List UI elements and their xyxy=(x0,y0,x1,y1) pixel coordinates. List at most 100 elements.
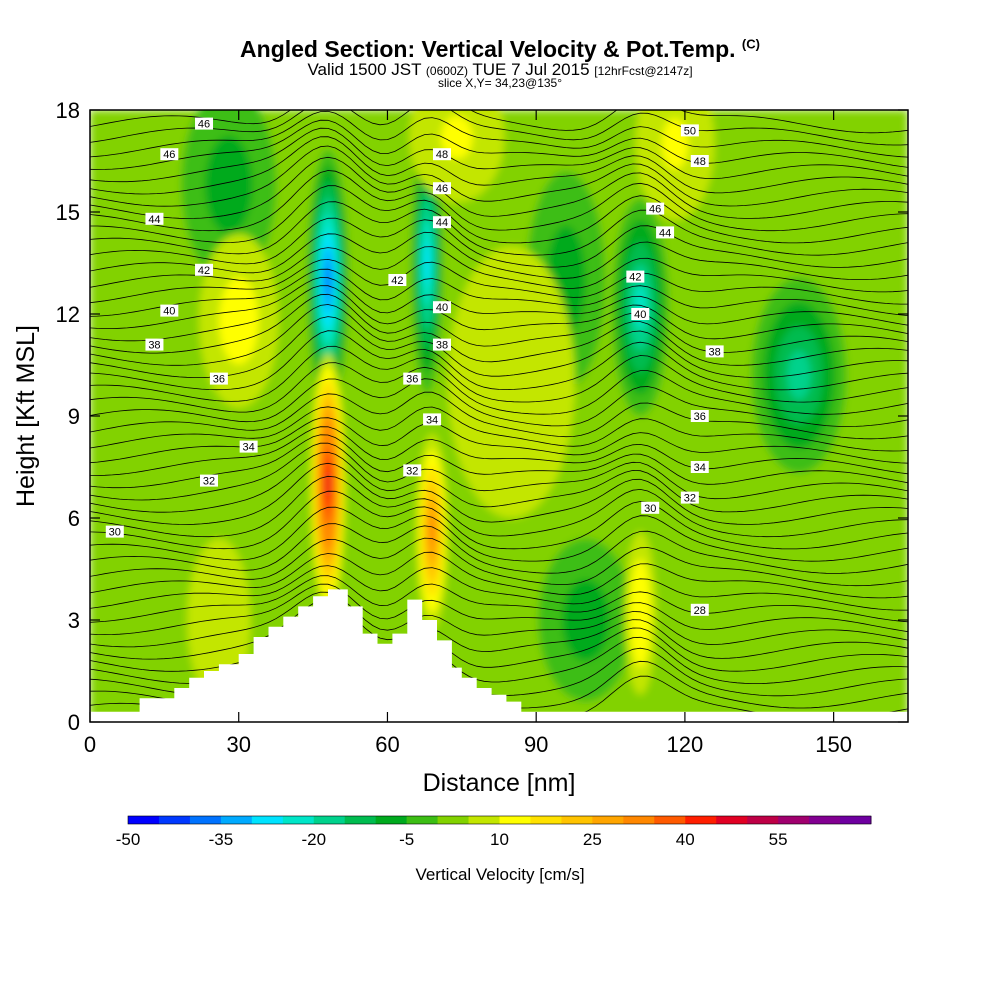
contour-label-text: 40 xyxy=(436,302,448,314)
isentrope-line xyxy=(90,506,908,562)
isentrope-line xyxy=(90,462,908,525)
contour-label: 46 xyxy=(195,117,214,131)
colorbar-swatch xyxy=(344,816,377,824)
contour-label-text: 32 xyxy=(684,493,696,505)
isentrope-line xyxy=(90,110,908,134)
contour-label-text: 42 xyxy=(391,275,403,287)
contour-label: 30 xyxy=(105,525,124,539)
y-tick-label: 9 xyxy=(68,404,80,429)
isentrope-line xyxy=(90,442,908,501)
isentrope-line xyxy=(90,110,908,158)
isentrope-line xyxy=(90,345,908,403)
colorbar-label: Vertical Velocity [cm/s] xyxy=(415,865,584,884)
contour-label: 46 xyxy=(646,202,665,216)
downdraft-cell-3 xyxy=(787,350,811,400)
contour-label: 40 xyxy=(631,308,650,321)
valid-utc: (0600Z) xyxy=(425,64,468,78)
colorbar-swatch xyxy=(220,816,253,824)
potential-temperature-contours xyxy=(90,110,908,721)
isentrope-line xyxy=(90,565,908,611)
contour-label-text: 44 xyxy=(148,214,160,226)
isentrope-line xyxy=(90,170,908,232)
contour-label: 36 xyxy=(690,410,709,423)
y-tick-label: 18 xyxy=(56,98,80,123)
isentrope-line xyxy=(90,417,908,464)
contour-label-text: 38 xyxy=(436,340,448,352)
colorbar-swatch xyxy=(747,816,779,824)
contour-label-text: 46 xyxy=(436,183,448,195)
contour-label-text: 48 xyxy=(436,149,448,161)
isentrope-line xyxy=(90,406,908,452)
isentrope-line xyxy=(90,537,908,587)
contour-label-text: 38 xyxy=(148,340,160,352)
isentrope-line xyxy=(90,110,908,146)
y-tick-label: 12 xyxy=(56,302,80,327)
isentrope-line xyxy=(90,434,908,489)
updraft-cell-0 xyxy=(326,470,330,498)
contour-label-text: 36 xyxy=(406,374,418,386)
updraft-cell-1 xyxy=(429,515,435,548)
isentrope-line xyxy=(90,127,908,183)
contour-label-text: 30 xyxy=(644,503,656,515)
updraft-cell-2 xyxy=(635,586,646,641)
contour-label: 48 xyxy=(690,155,709,168)
isentrope-line xyxy=(90,268,908,317)
colorbar-swatch xyxy=(530,816,562,824)
colorbar-swatch xyxy=(499,816,531,824)
colorbar-tick-label: -35 xyxy=(209,830,234,849)
contour-label: 48 xyxy=(432,148,451,161)
isentrope-line xyxy=(90,426,908,476)
terrain xyxy=(90,589,908,722)
contour-label: 30 xyxy=(641,501,660,515)
chart-subtitle: Valid 1500 JST (0600Z) TUE 7 Jul 2015 [1… xyxy=(0,60,1000,80)
contour-label: 32 xyxy=(680,491,699,505)
contour-label-text: 34 xyxy=(694,462,706,474)
x-tick-label: 120 xyxy=(667,732,704,757)
contour-label-text: 48 xyxy=(694,156,706,168)
isentrope-line xyxy=(90,217,908,268)
isentrope-line xyxy=(90,575,908,623)
contour-label-text: 32 xyxy=(406,465,418,477)
colorbar-swatch xyxy=(406,816,439,824)
isentrope-line xyxy=(90,490,908,550)
contour-label: 46 xyxy=(160,148,179,161)
isentrope-line xyxy=(90,293,908,354)
colorbar: -50 -35 -20 -5 10 25 40 55 xyxy=(116,815,872,849)
terrain-profile xyxy=(90,589,908,722)
x-tick-label: 0 xyxy=(84,732,96,757)
isentrope-line xyxy=(90,201,908,256)
slice-info: slice X,Y= 34,23@135° xyxy=(437,76,563,90)
colorbar-swatch xyxy=(561,816,593,824)
contour-label: 50 xyxy=(680,124,699,137)
isentrope-line xyxy=(90,475,908,538)
isentrope-line xyxy=(90,391,908,440)
contour-label: 36 xyxy=(209,372,228,386)
colorbar-swatch xyxy=(809,816,841,824)
contour-label: 40 xyxy=(160,304,179,318)
downdraft-cell-1 xyxy=(424,241,430,285)
y-tick-label: 3 xyxy=(68,608,80,633)
contour-label: 46 xyxy=(432,182,451,195)
isentrope-line xyxy=(90,523,908,574)
contour-label: 34 xyxy=(239,440,258,454)
colorbar-swatch xyxy=(623,816,655,824)
forecast-info: [12hrFcst@2147z] xyxy=(594,64,693,78)
updraft-cell-7 xyxy=(479,314,544,450)
contour-label-text: 34 xyxy=(243,442,255,454)
contour-label-text: 40 xyxy=(163,306,175,318)
isentrope-line xyxy=(90,551,908,599)
contour-label: 42 xyxy=(195,263,214,277)
contour-label-text: 28 xyxy=(694,605,706,617)
x-tick-label: 30 xyxy=(226,732,250,757)
y-tick-label: 15 xyxy=(56,200,80,225)
isentrope-line xyxy=(90,600,908,660)
downdraft-cell-0 xyxy=(325,263,331,297)
contour-label-text: 44 xyxy=(436,217,448,229)
vertical-velocity-field xyxy=(90,110,908,722)
colorbar-swatch xyxy=(840,816,872,824)
contour-label: 44 xyxy=(432,216,451,229)
colorbar-swatch xyxy=(685,816,717,824)
isentrope-line xyxy=(90,258,908,305)
contour-label-text: 44 xyxy=(659,227,671,239)
